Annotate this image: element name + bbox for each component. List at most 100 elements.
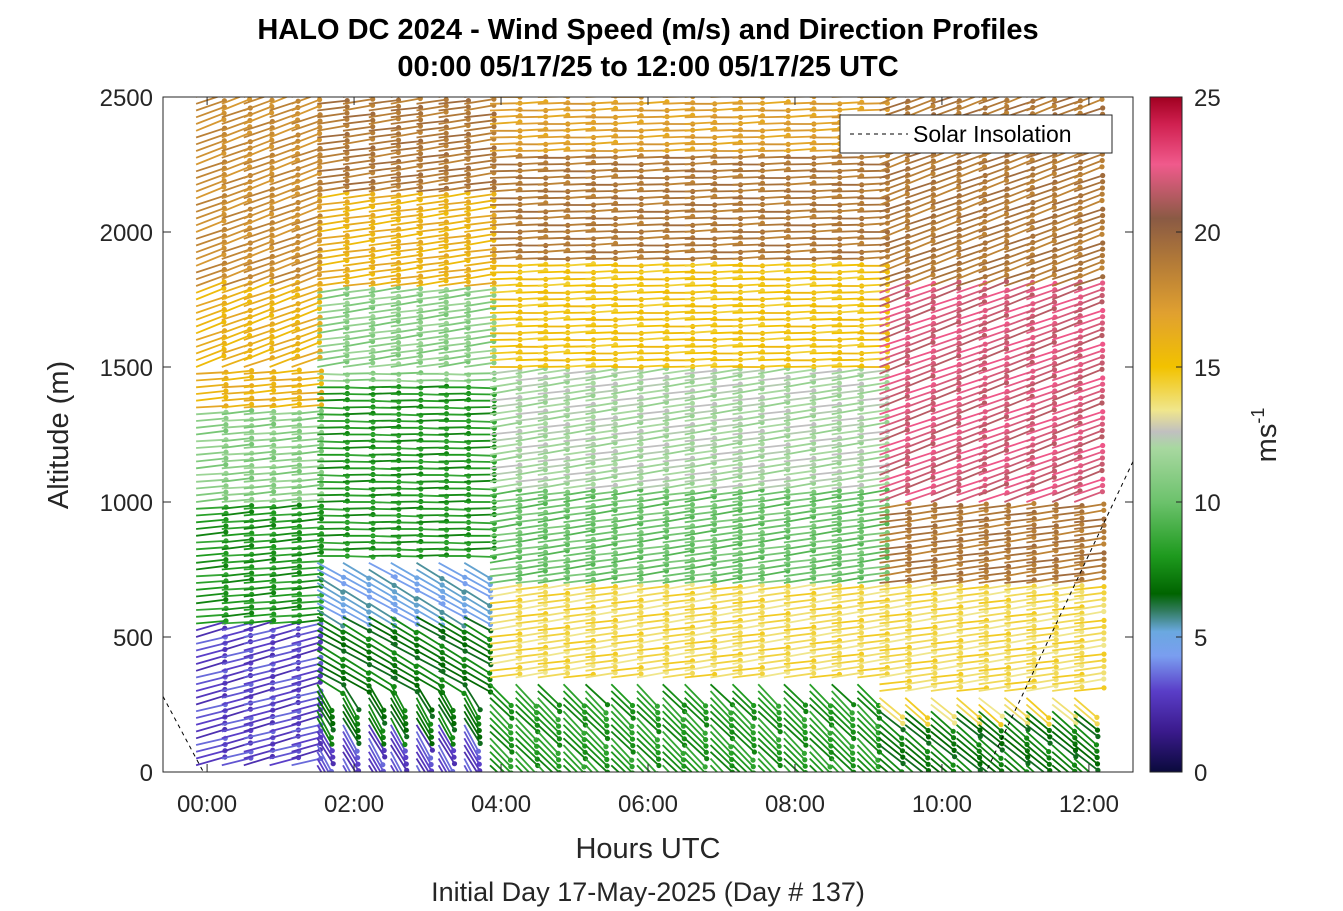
wind-vector	[438, 616, 465, 633]
wind-vector-head	[655, 750, 661, 756]
wind-vector	[368, 710, 385, 738]
wind-vector-head	[344, 171, 350, 177]
wind-vector	[438, 268, 469, 274]
wind-vector	[390, 717, 406, 745]
wind-vector	[636, 318, 668, 321]
wind-vector	[196, 558, 226, 564]
wind-vector-head	[395, 149, 401, 156]
wind-vector	[611, 176, 642, 179]
wind-vector	[195, 146, 225, 159]
wind-vector	[416, 341, 447, 348]
wind-vector	[317, 268, 348, 274]
wind-vector	[342, 138, 373, 146]
wind-vector-head	[509, 715, 515, 721]
wind-vector	[342, 393, 374, 396]
wind-vector-head	[443, 170, 449, 176]
wind-vector	[684, 195, 715, 200]
wind-vector	[243, 295, 273, 308]
wind-vector	[537, 463, 568, 470]
wind-vector	[342, 636, 370, 653]
wind-vector	[291, 370, 322, 375]
wind-vector-head	[269, 211, 275, 217]
wind-vector-head	[395, 171, 402, 177]
wind-vector-head	[418, 313, 424, 319]
wind-vector	[196, 491, 226, 497]
wind-vector	[269, 750, 299, 760]
wind-vector-head	[395, 306, 402, 312]
wind-vector-head	[271, 550, 277, 556]
wind-vector	[758, 352, 789, 355]
wind-vector	[291, 656, 322, 665]
wind-vector-head	[583, 784, 588, 789]
wind-vector	[758, 290, 789, 294]
wind-vector	[269, 378, 300, 382]
wind-vector-head	[271, 381, 277, 387]
wind-vector	[537, 148, 568, 152]
wind-vector	[732, 442, 763, 449]
wind-vector-head	[223, 597, 229, 603]
wind-vector	[342, 568, 370, 586]
wind-vector-head	[542, 623, 549, 629]
wind-vector	[585, 450, 616, 456]
wind-vector	[537, 316, 568, 321]
wind-vector	[342, 589, 369, 607]
wind-vector	[317, 158, 348, 166]
wind-vector-head	[629, 723, 635, 730]
wind-vector	[368, 347, 399, 355]
wind-vector-head	[703, 770, 708, 772]
wind-vector	[269, 479, 300, 483]
wind-vector-head	[402, 776, 407, 781]
wind-vector-head	[317, 225, 323, 232]
wind-vector	[732, 121, 763, 125]
wind-vector	[317, 219, 348, 227]
wind-vector	[221, 294, 251, 308]
wind-vector	[464, 426, 495, 430]
wind-vector	[783, 196, 814, 200]
wind-vector	[390, 704, 408, 731]
wind-vector	[489, 571, 520, 578]
wind-vector	[537, 638, 568, 645]
wind-vector	[464, 541, 495, 544]
wind-vector-head	[271, 455, 277, 461]
wind-vector	[416, 104, 447, 112]
wind-vector-head	[417, 191, 423, 197]
wind-vector	[537, 108, 568, 112]
wind-vector	[342, 321, 373, 328]
wind-vector	[415, 764, 422, 772]
wind-vector	[611, 237, 642, 240]
wind-vector	[537, 390, 568, 395]
wind-vector-head	[465, 98, 471, 104]
wind-vector	[316, 568, 345, 585]
wind-vector	[316, 697, 334, 724]
wind-vector-head	[223, 394, 229, 400]
wind-vector-head	[317, 354, 323, 360]
wind-vector	[489, 402, 520, 409]
wind-vector	[390, 439, 421, 443]
wind-vector-head	[802, 729, 808, 736]
wind-vector	[221, 424, 252, 429]
wind-vector	[316, 670, 345, 686]
wind-vector-head	[417, 319, 424, 325]
wind-vector	[269, 281, 299, 294]
wind-vector	[342, 676, 370, 693]
wind-vector-head	[491, 246, 497, 252]
wind-vector	[438, 541, 469, 545]
wind-vector-head	[582, 770, 587, 772]
wind-vector-head	[508, 736, 514, 742]
wind-vector	[732, 222, 763, 227]
wind-vector	[438, 562, 466, 579]
wind-vector	[416, 313, 447, 321]
wind-vector	[464, 393, 495, 396]
wind-vector-head	[270, 85, 275, 90]
wind-vector	[489, 421, 520, 429]
wind-vector-head	[711, 616, 718, 622]
wind-vector-head	[785, 421, 791, 427]
wind-vector	[195, 463, 226, 470]
wind-vector	[438, 447, 469, 450]
wind-vector	[489, 624, 520, 632]
wind-vector	[196, 390, 226, 395]
wind-vector-head	[517, 413, 523, 419]
wind-vector	[342, 153, 373, 159]
wind-vector	[368, 562, 396, 578]
wind-vector-head	[689, 434, 696, 440]
